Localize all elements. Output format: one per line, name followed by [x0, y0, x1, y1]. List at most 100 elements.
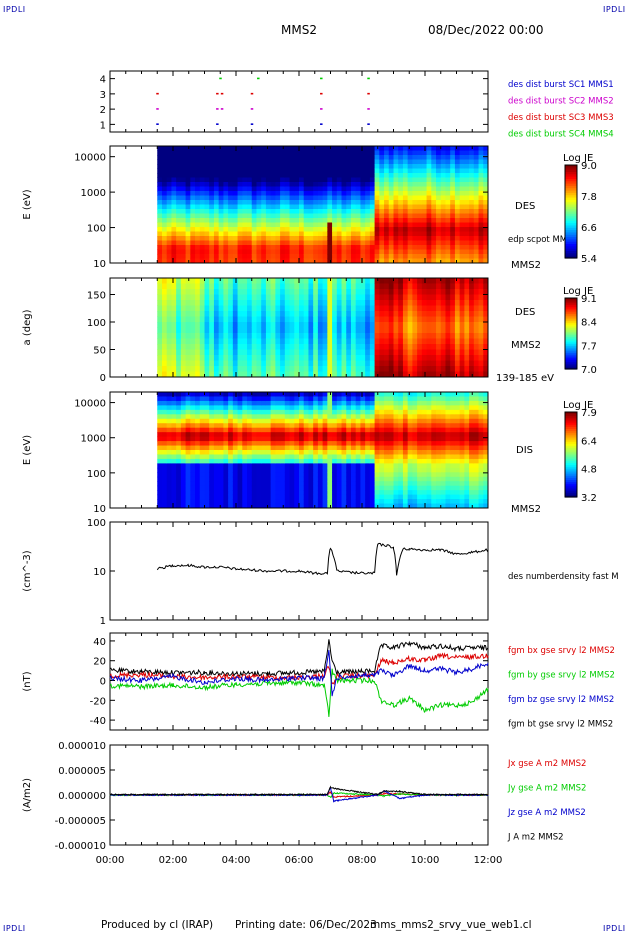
spectrogram-cell	[275, 218, 281, 223]
spectrogram-cell	[303, 355, 309, 361]
spectrogram-cell	[350, 396, 357, 402]
spectrogram-cell	[398, 349, 404, 356]
spectrogram-cell	[388, 200, 394, 205]
spectrogram-cell	[270, 344, 276, 350]
spectrogram-cell	[176, 213, 182, 219]
burst-mark	[250, 108, 254, 110]
spectrogram-cell	[166, 472, 172, 478]
spectrogram-cell	[445, 300, 451, 306]
spectrogram-cell	[417, 159, 423, 165]
spectrogram-cell	[303, 360, 309, 367]
spectrogram-cell	[388, 503, 394, 509]
colorbar-cell	[565, 171, 577, 175]
spectrogram-cell	[251, 423, 257, 429]
spectrogram-cell	[341, 191, 347, 196]
spectrogram-cell	[270, 254, 276, 259]
spectrogram-cell	[440, 159, 446, 165]
spectrogram-cell	[421, 494, 428, 500]
spectrogram-cell	[398, 476, 404, 482]
spectrogram-cell	[294, 177, 300, 183]
spectrogram-cell	[473, 182, 480, 187]
spectrogram-cell	[431, 236, 437, 241]
spectrogram-cell	[270, 300, 276, 306]
electron-energy-colorbar	[564, 164, 578, 259]
spectrogram-cell	[445, 366, 451, 372]
spectrogram-cell	[185, 472, 191, 478]
spectrogram-cell	[365, 236, 371, 241]
spectrogram-cell	[232, 227, 239, 232]
spectrogram-cell	[374, 227, 380, 232]
spectrogram-cell	[412, 441, 418, 447]
spectrogram-cell	[157, 503, 163, 509]
spectrogram-cell	[256, 200, 262, 205]
spectrogram-cell	[251, 240, 257, 246]
spectrogram-cell	[322, 191, 328, 196]
spectrogram-cell	[369, 249, 376, 255]
spectrogram-cell	[228, 499, 234, 505]
spectrogram-cell	[166, 409, 172, 415]
spectrogram-cell	[440, 423, 446, 429]
spectrogram-cell	[398, 227, 404, 232]
spectrogram-cell	[209, 427, 215, 433]
spectrogram-cell	[228, 423, 234, 429]
spectrogram-cell	[336, 209, 343, 214]
spectrogram-cell	[327, 316, 333, 323]
spectrogram-cell	[289, 236, 295, 241]
spectrogram-cell	[218, 204, 224, 210]
spectrogram-cell	[450, 245, 456, 250]
spectrogram-cell	[161, 441, 168, 447]
spectrogram-cell	[256, 445, 262, 451]
spectrogram-cell	[289, 155, 295, 160]
spectrogram-cell	[421, 366, 428, 372]
spectrogram-cell	[365, 338, 371, 345]
spectrogram-cell	[161, 467, 168, 473]
spectrogram-cell	[161, 294, 168, 301]
spectrogram-cell	[469, 186, 475, 192]
spectrogram-cell	[317, 458, 324, 464]
spectrogram-cell	[388, 400, 394, 406]
spectrogram-cell	[445, 150, 451, 156]
spectrogram-cell	[327, 289, 333, 295]
spectrogram-cell	[289, 209, 295, 214]
spectrogram-cell	[336, 409, 343, 415]
spectrogram-cell	[388, 294, 394, 301]
spectrogram-cell	[322, 476, 328, 482]
spectrogram-cell	[261, 177, 267, 183]
spectrogram-cell	[365, 240, 371, 246]
spectrogram-cell	[322, 485, 328, 491]
spectrogram-cell	[431, 168, 437, 174]
spectrogram-cell	[232, 164, 239, 169]
spectrogram-cell	[421, 209, 428, 214]
spectrogram-cell	[275, 371, 281, 378]
spectrogram-cell	[350, 283, 357, 290]
spectrogram-cell	[199, 355, 205, 361]
spectrogram-cell	[412, 305, 418, 312]
spectrogram-cell	[176, 204, 182, 210]
spectrogram-cell	[313, 177, 319, 183]
colorbar-cell	[565, 225, 577, 229]
spectrogram-cell	[213, 360, 220, 367]
burst-y-tick-label: 2	[100, 105, 106, 116]
spectrogram-cell	[454, 305, 461, 312]
spectrogram-cell	[204, 450, 210, 455]
colorbar-cell	[565, 324, 577, 327]
spectrogram-cell	[185, 463, 191, 469]
spectrogram-cell	[161, 240, 168, 246]
spectrogram-cell	[402, 168, 409, 174]
spectrogram-cell	[232, 445, 239, 451]
spectrogram-cell	[161, 289, 168, 295]
spectrogram-cell	[313, 204, 319, 210]
spectrogram-cell	[327, 150, 333, 156]
spectrogram-cell	[412, 432, 418, 438]
spectrogram-cell	[379, 249, 385, 255]
spectrogram-cell	[327, 200, 333, 205]
spectrogram-cell	[431, 360, 437, 367]
spectrogram-cell	[350, 333, 357, 339]
spectrogram-cell	[199, 418, 205, 424]
spectrogram-cell	[336, 195, 343, 201]
spectrogram-cell	[313, 499, 319, 505]
spectrogram-cell	[294, 454, 300, 460]
spectrogram-cell	[454, 177, 461, 183]
spectrogram-cell	[247, 311, 253, 317]
spectrogram-cell	[190, 485, 196, 491]
